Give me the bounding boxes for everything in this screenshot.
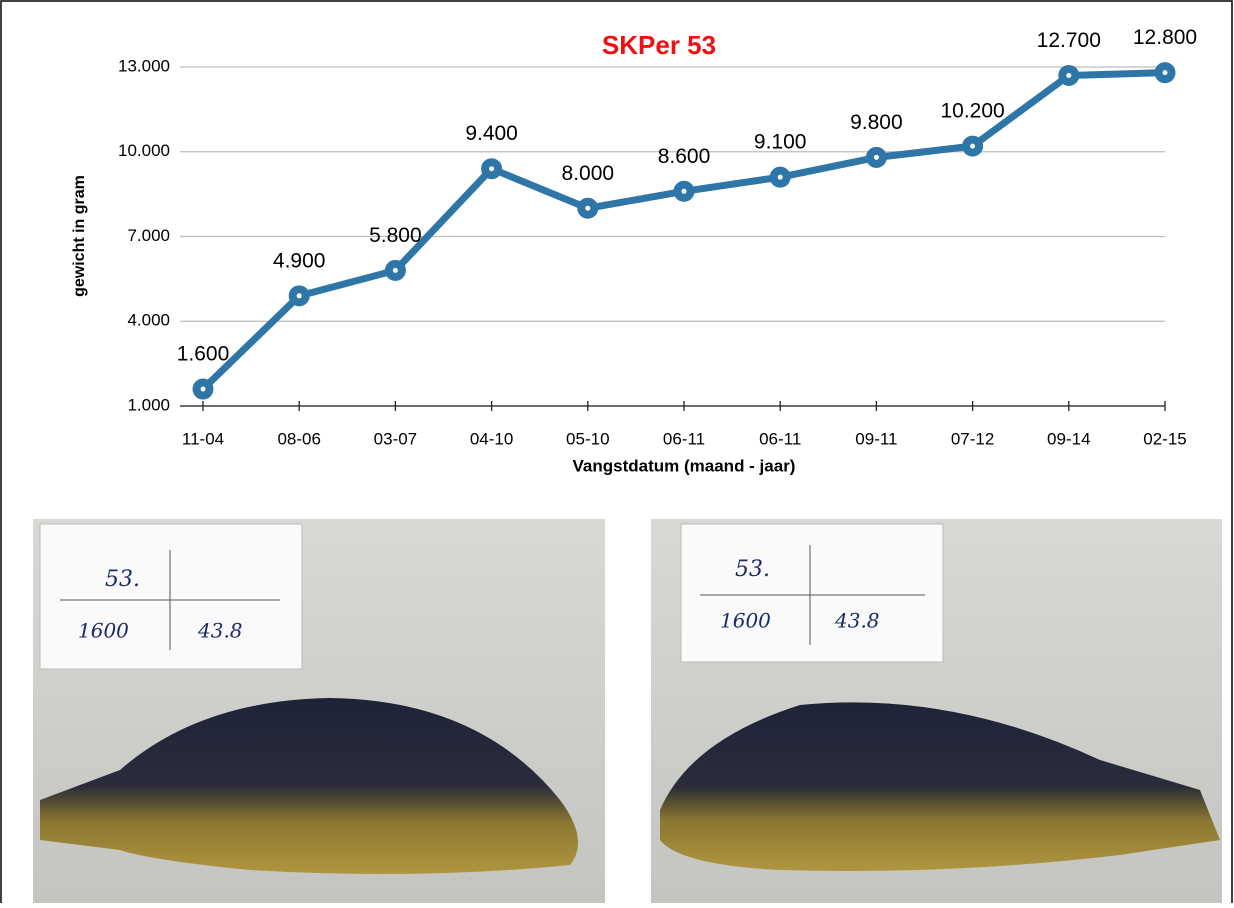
point-center [585, 205, 591, 211]
series-line [200, 69, 1166, 392]
fish [660, 702, 1220, 871]
x-tick-label: 03-07 [374, 429, 417, 448]
value-label: 9.400 [465, 122, 518, 145]
y-tick-label: 10.000 [118, 141, 170, 160]
x-tick-label: 06-11 [759, 429, 801, 448]
x-tick-label: 07-12 [951, 429, 994, 448]
value-label: 9.800 [850, 111, 903, 134]
label-card [39, 523, 303, 670]
y-tick-label: 4.000 [127, 311, 170, 330]
value-label: 1.600 [177, 343, 230, 366]
chart-title: SKPer 53 [602, 30, 716, 60]
value-label: 9.100 [754, 131, 807, 154]
x-axis-title: Vangstdatum (maand - jaar) [573, 456, 796, 475]
point-center [1066, 72, 1072, 78]
card-length: 43.8 [834, 609, 880, 633]
value-label: 4.900 [273, 249, 326, 272]
x-tick-label: 09-14 [1047, 429, 1090, 448]
point-center [777, 174, 783, 180]
x-tick-label: 09-11 [855, 429, 897, 448]
point-center [200, 386, 206, 392]
y-tick-label: 13.000 [118, 56, 170, 75]
point-center [392, 267, 398, 273]
card-number: 53. [735, 557, 770, 582]
point-center [296, 293, 302, 299]
point-center [970, 143, 976, 149]
value-label: 10.200 [940, 100, 1004, 123]
point-center [1162, 70, 1168, 76]
value-label: 12.700 [1037, 29, 1101, 52]
x-tick-label: 06-11 [663, 429, 705, 448]
value-label: 5.800 [369, 224, 422, 247]
card-weight: 1600 [720, 609, 771, 633]
y-tick-label: 1.000 [127, 395, 170, 414]
y-axis-title: gewicht in gram [71, 175, 88, 297]
x-tick-label: 11-04 [182, 429, 224, 448]
y-tick-label: 7.000 [127, 226, 170, 245]
card-weight: 1600 [78, 619, 129, 643]
x-tick-label: 02-15 [1143, 429, 1186, 448]
photo-left: 53. 1600 43.8 [33, 519, 605, 903]
point-center [681, 188, 687, 194]
fish [40, 698, 578, 874]
card-number: 53. [105, 567, 140, 592]
label-card [680, 523, 944, 663]
x-tick-label: 08-06 [277, 429, 320, 448]
photo-right: 53. 1600 43.8 [651, 519, 1222, 903]
point-center [489, 166, 495, 172]
x-tick-label: 05-10 [566, 429, 609, 448]
value-label: 12.800 [1133, 26, 1197, 49]
value-label: 8.600 [658, 145, 711, 168]
x-tick-label: 04-10 [470, 429, 513, 448]
value-label: 8.000 [562, 162, 615, 185]
point-center [873, 154, 879, 160]
card-length: 43.8 [197, 619, 243, 643]
